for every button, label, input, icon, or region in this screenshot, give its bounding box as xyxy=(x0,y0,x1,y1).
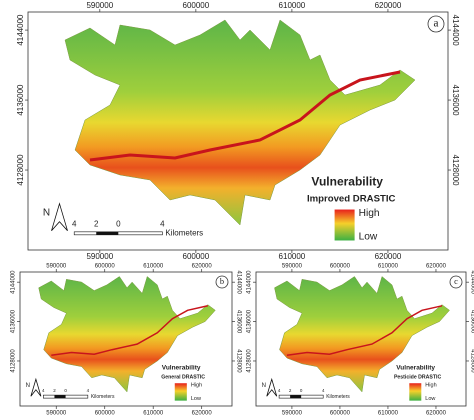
scale-label: 4 xyxy=(160,219,165,228)
coordinate-label: 4144000 xyxy=(247,270,253,294)
coordinate-label: 620000 xyxy=(375,252,402,261)
coordinate-label: 600000 xyxy=(183,252,210,261)
coordinate-label: 4144000 xyxy=(469,271,474,295)
scale-label: 0 xyxy=(116,219,121,228)
scale-label: 4 xyxy=(322,388,325,393)
scale-label: 4 xyxy=(278,388,281,393)
coordinate-label: 610000 xyxy=(279,1,306,10)
legend-gradient xyxy=(409,383,422,401)
coordinate-label: 4144000 xyxy=(451,15,460,47)
coordinate-label: 4144000 xyxy=(16,14,25,46)
legend-title: Vulnerability xyxy=(311,174,383,188)
scale-label: 4 xyxy=(87,388,90,393)
coordinate-label: 4128000 xyxy=(11,349,17,373)
coordinate-label: 4128000 xyxy=(235,349,241,373)
coordinate-label: 620000 xyxy=(426,264,447,270)
coordinate-label: 600000 xyxy=(330,264,351,270)
legend-subtitle: Improved DRASTIC xyxy=(307,193,396,204)
north-arrow xyxy=(30,377,42,397)
coordinate-label: 600000 xyxy=(330,411,351,417)
coordinate-label: 4128000 xyxy=(451,154,460,186)
coordinate-label: 600000 xyxy=(95,411,116,417)
coordinate-label: 620000 xyxy=(192,411,213,417)
river xyxy=(89,70,401,162)
legend-subtitle: General DRASTIC xyxy=(161,375,205,381)
river xyxy=(286,305,443,357)
coordinate-label: 600000 xyxy=(183,1,210,10)
scale-label: 0 xyxy=(64,388,67,393)
coordinate-label: 4144000 xyxy=(235,271,241,295)
coordinate-label: 610000 xyxy=(378,411,399,417)
scale-unit: Kilometers xyxy=(91,394,115,400)
panel-label: b xyxy=(220,277,224,286)
north-arrow xyxy=(266,377,278,397)
coordinate-label: 620000 xyxy=(375,1,402,10)
coordinate-label: 4136000 xyxy=(247,309,253,333)
panel-label-circle xyxy=(449,275,463,289)
legend-low: Low xyxy=(425,396,435,402)
coordinate-label: 4136000 xyxy=(469,310,474,334)
coordinate-label: 4128000 xyxy=(469,349,474,373)
study-area xyxy=(38,276,216,393)
scale-unit: Kilometers xyxy=(165,228,203,237)
scale-bar-segment xyxy=(54,395,66,399)
scale-label: 2 xyxy=(289,388,292,393)
scale-label: 4 xyxy=(42,388,45,393)
coordinate-label: 4136000 xyxy=(235,310,241,334)
coordinate-label: 600000 xyxy=(95,264,116,270)
study-area xyxy=(64,19,416,226)
scale-bar xyxy=(278,394,324,399)
legend-title: Vulnerability xyxy=(162,365,201,372)
coordinate-label: 4128000 xyxy=(16,154,25,186)
coordinate-label: 610000 xyxy=(143,264,164,270)
coordinate-label: 4144000 xyxy=(11,270,17,294)
scale-label: 2 xyxy=(53,388,56,393)
legend-high: High xyxy=(425,383,436,389)
panel-label-circle xyxy=(215,275,229,289)
north-arrow xyxy=(51,202,68,231)
map-panel: 590000 600000 610000 620000 590000 600000 6100… xyxy=(11,264,242,417)
scale-bar-segment xyxy=(96,231,119,235)
north-label: N xyxy=(43,207,50,218)
legend-subtitle: Pesticide DRASTIC xyxy=(394,375,442,381)
scale-label: 0 xyxy=(300,388,303,393)
map-panel: 590000 600000 610000 620000 590000 600000 6100… xyxy=(247,264,474,417)
coordinate-label: 590000 xyxy=(282,264,303,270)
legend-gradient xyxy=(174,383,187,401)
coordinate-label: 590000 xyxy=(86,1,113,10)
coordinate-label: 590000 xyxy=(46,411,67,417)
coordinate-label: 590000 xyxy=(46,264,67,270)
coordinate-label: 620000 xyxy=(192,264,213,270)
coordinate-label: 4136000 xyxy=(451,84,460,116)
coordinate-label: 4136000 xyxy=(11,309,17,333)
legend-low: Low xyxy=(191,396,201,402)
north-label: N xyxy=(262,383,266,389)
panel-label: a xyxy=(434,18,439,30)
coordinate-label: 610000 xyxy=(378,264,399,270)
legend-gradient xyxy=(334,209,355,241)
coordinate-label: 590000 xyxy=(282,411,303,417)
coordinate-label: 610000 xyxy=(279,252,306,261)
north-label: N xyxy=(26,383,30,389)
coordinate-label: 620000 xyxy=(426,411,447,417)
coordinate-label: 4128000 xyxy=(247,349,253,373)
legend-high: High xyxy=(359,208,380,219)
scale-label: 4 xyxy=(72,219,77,228)
river xyxy=(51,305,208,357)
legend-high: High xyxy=(191,383,202,389)
scale-unit: Kilometers xyxy=(326,394,350,400)
legend-title: Vulnerability xyxy=(396,365,435,372)
scale-label: 2 xyxy=(94,219,99,228)
coordinate-label: 4136000 xyxy=(16,84,25,116)
coordinate-label: 610000 xyxy=(143,411,164,417)
scale-bar-segment xyxy=(290,395,302,399)
coordinate-label: 590000 xyxy=(86,252,113,261)
panel-label: c xyxy=(454,277,458,286)
study-area xyxy=(274,276,450,393)
map-panel: 590000 600000 610000 620000 590000 600000 6100… xyxy=(16,1,460,261)
panel-label-circle xyxy=(427,15,445,33)
legend-low: Low xyxy=(359,232,378,243)
